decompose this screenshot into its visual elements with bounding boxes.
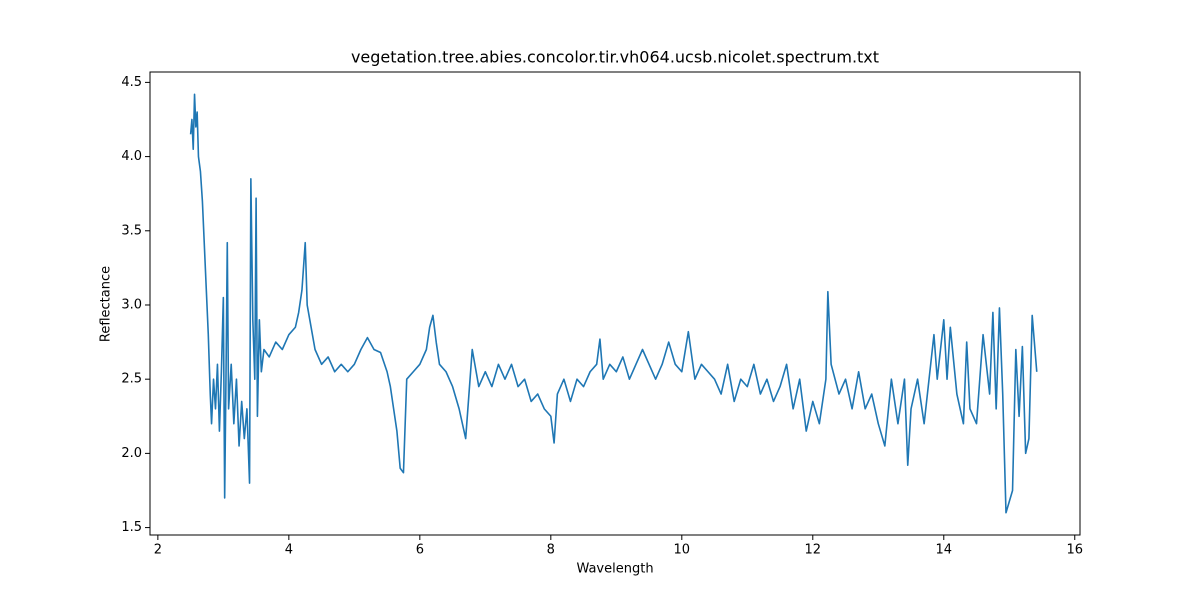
x-tick-label: 10	[674, 543, 691, 558]
y-axis-label: Reflectance	[99, 266, 114, 342]
x-tick-label: 14	[936, 543, 953, 558]
x-tick-label: 2	[154, 543, 162, 558]
y-tick-label: 1.5	[121, 520, 142, 535]
plot-frame	[149, 71, 1081, 536]
y-tick-label: 4.0	[121, 149, 142, 164]
x-tick-label: 8	[547, 543, 555, 558]
data-line	[189, 93, 1038, 514]
x-axis-label: Wavelength	[576, 562, 653, 577]
x-tick-label: 4	[285, 543, 293, 558]
chart-title: vegetation.tree.abies.concolor.tir.vh064…	[351, 48, 879, 67]
x-tick-label: 6	[416, 543, 424, 558]
y-tick-label: 3.0	[121, 297, 142, 312]
x-tick-label: 12	[805, 543, 822, 558]
y-tick-label: 2.5	[121, 372, 142, 387]
y-tick-label: 2.0	[121, 446, 142, 461]
y-tick-label: 3.5	[121, 223, 142, 238]
y-tick-label: 4.5	[121, 75, 142, 90]
x-tick-label: 16	[1066, 543, 1083, 558]
